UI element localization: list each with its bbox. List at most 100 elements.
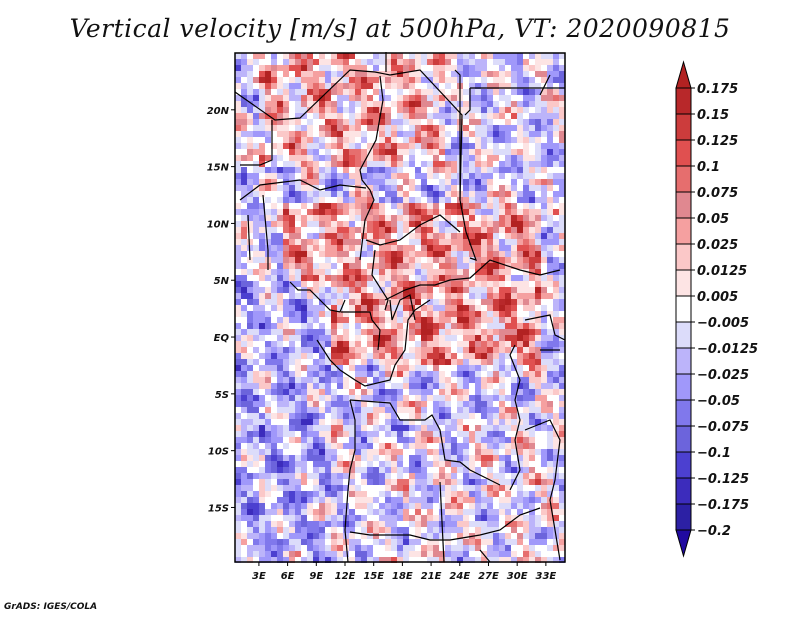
field-cell	[541, 425, 547, 431]
field-cell	[277, 461, 283, 467]
field-cell	[535, 281, 541, 287]
field-cell	[415, 65, 421, 71]
field-cell	[463, 119, 469, 125]
field-cell	[475, 275, 481, 281]
field-cell	[331, 377, 337, 383]
field-cell	[313, 239, 319, 245]
field-cell	[265, 95, 271, 101]
field-cell	[277, 317, 283, 323]
field-cell	[385, 209, 391, 215]
field-cell	[307, 119, 313, 125]
field-cell	[391, 179, 397, 185]
field-cell	[559, 137, 565, 143]
field-cell	[331, 425, 337, 431]
field-cell	[403, 317, 409, 323]
field-cell	[361, 323, 367, 329]
field-cell	[409, 167, 415, 173]
field-cell	[283, 497, 289, 503]
field-cell	[517, 515, 523, 521]
field-cell	[511, 341, 517, 347]
field-cell	[541, 431, 547, 437]
field-cell	[427, 329, 433, 335]
field-cell	[421, 533, 427, 539]
border-line	[316, 299, 431, 387]
field-cell	[349, 149, 355, 155]
field-cell	[301, 389, 307, 395]
field-cell	[481, 383, 487, 389]
field-cell	[403, 521, 409, 527]
field-cell	[433, 539, 439, 545]
field-cell	[235, 461, 241, 467]
field-cell	[559, 173, 565, 179]
field-cell	[403, 515, 409, 521]
field-cell	[355, 497, 361, 503]
field-cell	[271, 197, 277, 203]
field-cell	[445, 467, 451, 473]
field-cell	[271, 347, 277, 353]
field-cell	[241, 497, 247, 503]
field-cell	[415, 533, 421, 539]
field-cell	[487, 347, 493, 353]
field-cell	[493, 89, 499, 95]
field-cell	[313, 497, 319, 503]
field-cell	[265, 65, 271, 71]
field-cell	[271, 269, 277, 275]
field-cell	[487, 113, 493, 119]
field-cell	[433, 467, 439, 473]
field-cell	[445, 425, 451, 431]
field-cell	[421, 323, 427, 329]
field-cell	[343, 479, 349, 485]
field-cell	[307, 305, 313, 311]
field-cell	[277, 449, 283, 455]
field-cell	[319, 245, 325, 251]
field-cell	[469, 521, 475, 527]
field-cell	[457, 275, 463, 281]
field-cell	[373, 131, 379, 137]
field-cell	[523, 131, 529, 137]
field-cell	[547, 287, 553, 293]
field-cell	[457, 317, 463, 323]
field-cell	[397, 359, 403, 365]
field-cell	[361, 299, 367, 305]
field-cell	[355, 491, 361, 497]
field-cell	[421, 131, 427, 137]
field-cell	[499, 197, 505, 203]
field-cell	[529, 317, 535, 323]
field-cell	[313, 143, 319, 149]
field-cell	[247, 515, 253, 521]
field-cell	[295, 215, 301, 221]
field-cell	[277, 395, 283, 401]
field-cell	[391, 149, 397, 155]
field-cell	[367, 347, 373, 353]
field-cell	[553, 371, 559, 377]
field-cell	[475, 431, 481, 437]
field-cell	[505, 323, 511, 329]
field-cell	[301, 479, 307, 485]
field-cell	[319, 557, 325, 563]
field-cell	[325, 371, 331, 377]
field-cell	[247, 191, 253, 197]
field-cell	[349, 89, 355, 95]
field-cell	[469, 425, 475, 431]
field-cell	[487, 173, 493, 179]
field-cell	[295, 395, 301, 401]
colorbar-box	[675, 269, 692, 297]
field-cell	[433, 131, 439, 137]
field-cell	[325, 293, 331, 299]
field-cell	[487, 83, 493, 89]
field-cell	[241, 311, 247, 317]
field-cell	[367, 539, 373, 545]
field-cell	[349, 515, 355, 521]
field-cell	[553, 65, 559, 71]
field-cell	[277, 551, 283, 557]
field-cell	[373, 347, 379, 353]
field-cell	[325, 335, 331, 341]
field-cell	[331, 347, 337, 353]
field-cell	[295, 305, 301, 311]
field-cell	[493, 545, 499, 551]
field-cell	[445, 125, 451, 131]
field-cell	[553, 71, 559, 77]
field-cell	[271, 503, 277, 509]
field-cell	[433, 311, 439, 317]
field-cell	[361, 341, 367, 347]
